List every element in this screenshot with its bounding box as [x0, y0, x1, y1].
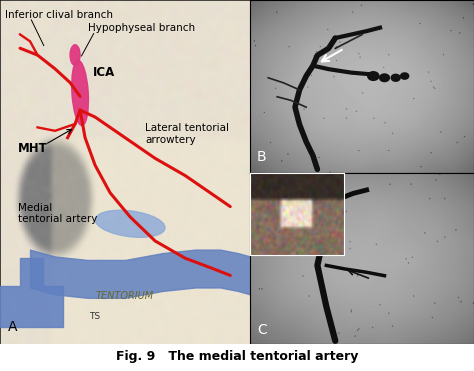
Ellipse shape — [72, 60, 89, 125]
Text: Lateral tentorial
arrowtery: Lateral tentorial arrowtery — [145, 124, 229, 145]
Text: C: C — [257, 324, 267, 338]
Text: Inferior clival branch: Inferior clival branch — [5, 10, 113, 20]
Text: Fig. 9   The medial tentorial artery: Fig. 9 The medial tentorial artery — [116, 350, 358, 363]
Text: TENTORIUM: TENTORIUM — [96, 291, 154, 301]
Text: ICA: ICA — [92, 66, 115, 79]
Text: Medial
tentorial artery: Medial tentorial artery — [18, 203, 97, 224]
Ellipse shape — [95, 210, 165, 237]
Circle shape — [401, 73, 409, 79]
Circle shape — [380, 74, 390, 82]
Text: Hypophyseal branch: Hypophyseal branch — [88, 23, 195, 33]
Text: A: A — [8, 320, 17, 334]
Polygon shape — [0, 258, 63, 327]
Text: TS: TS — [90, 312, 100, 321]
Circle shape — [391, 74, 400, 81]
Ellipse shape — [70, 45, 80, 65]
Text: B: B — [257, 150, 266, 164]
Text: MHT: MHT — [18, 142, 47, 155]
Circle shape — [368, 72, 379, 81]
